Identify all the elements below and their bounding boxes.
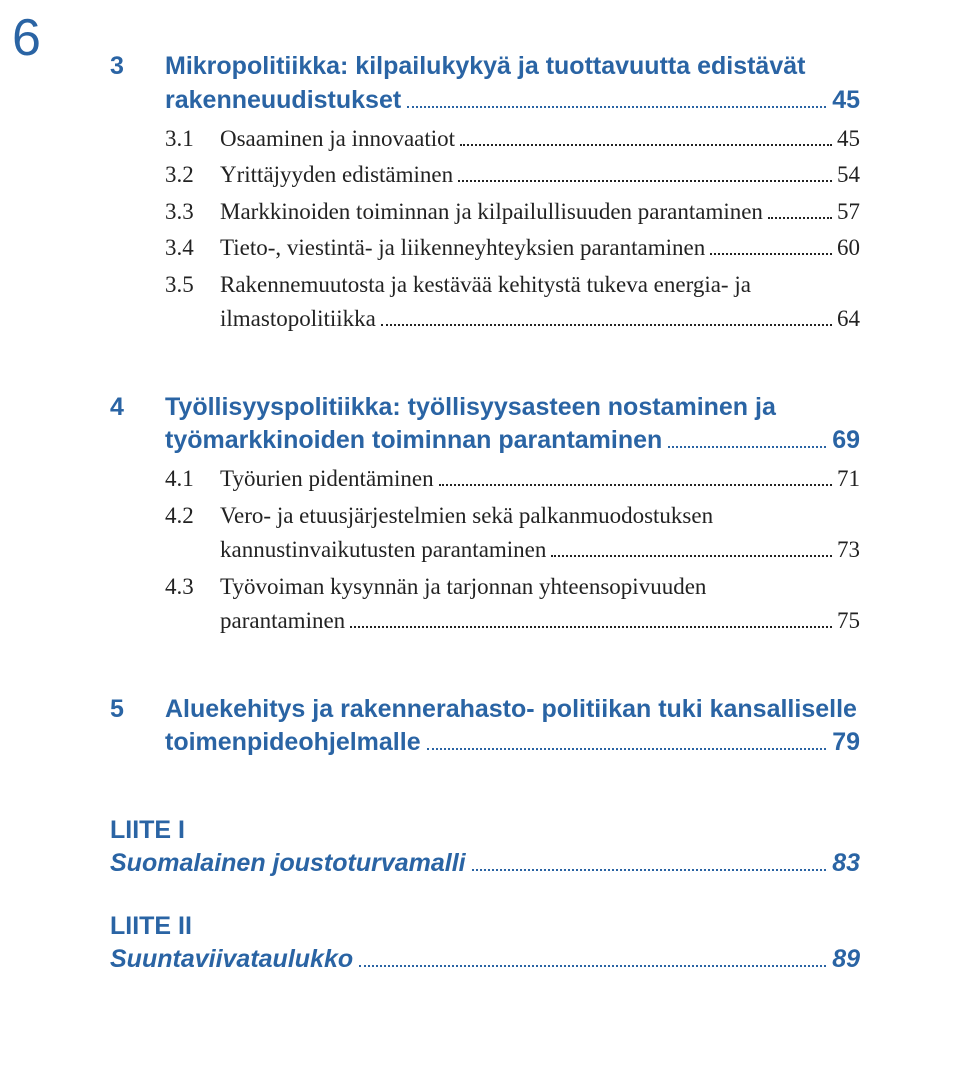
toc-content: 3Mikropolitiikka: kilpailukykyä ja tuott… [0,0,960,974]
section-title-text: Aluekehitys ja rakennerahasto- politiika… [165,693,857,727]
subsection-page: 71 [837,462,860,497]
subsection-entry: 3.4Tieto-, viestintä- ja liikenneyhteyks… [165,231,860,266]
subsection-title-text: Työvoiman kysynnän ja tarjonnan yhteenso… [220,570,706,605]
leader-dots [458,180,832,182]
appendix-title-row: Suomalainen joustoturvamalli 83 [110,849,860,878]
leader-dots [472,869,827,871]
section-number: 5 [110,693,165,727]
section-page: 69 [832,424,860,458]
subsection-number: 4.1 [165,462,220,497]
subsection-title-text: Tieto-, viestintä- ja liikenneyhteyksien… [220,231,705,266]
subsection-entry: 3.5Rakennemuutosta ja kestävää kehitystä… [165,268,860,337]
section-title-text: Mikropolitiikka: kilpailukykyä ja tuotta… [165,50,805,84]
subsection-number: 3.4 [165,231,220,266]
subsection-title-text: Osaaminen ja innovaatiot [220,122,455,157]
section-number: 4 [110,391,165,425]
subsection-number: 4.2 [165,499,220,534]
section-heading: 4Työllisyyspolitiikka: työllisyysasteen … [110,391,860,459]
leader-dots [710,253,832,255]
subsection-entry: 4.2Vero- ja etuusjärjestelmien sekä palk… [165,499,860,568]
subsection-page: 60 [837,231,860,266]
subsection-entry: 3.1Osaaminen ja innovaatiot 45 [165,122,860,157]
subsection-number: 3.1 [165,122,220,157]
subsection-title-text: Markkinoiden toiminnan ja kilpailullisuu… [220,195,763,230]
leader-dots [460,144,832,146]
section-page: 79 [832,726,860,760]
appendix-title-text: Suomalainen joustoturvamalli [110,849,466,878]
subsection-page: 45 [837,122,860,157]
subsection-number: 3.5 [165,268,220,303]
subsection-page: 57 [837,195,860,230]
subsection-title-text: parantaminen [220,604,345,639]
subsection-entry: 3.3Markkinoiden toiminnan ja kilpailulli… [165,195,860,230]
appendix-title-row: Suuntaviivataulukko 89 [110,945,860,974]
leader-dots [439,484,832,486]
appendix-title-text: Suuntaviivataulukko [110,945,353,974]
subsection-entry: 4.1Työurien pidentäminen 71 [165,462,860,497]
section-title-text: työmarkkinoiden toiminnan parantaminen [165,424,662,458]
appendix-page: 89 [832,945,860,974]
subsection-number: 4.3 [165,570,220,605]
subsection-title-text: Rakennemuutosta ja kestävää kehitystä tu… [220,268,751,303]
leader-dots [350,626,832,628]
section-title-text: rakenneuudistukset [165,84,401,118]
subsection-page: 54 [837,158,860,193]
subsection-entry: 3.2Yrittäjyyden edistäminen 54 [165,158,860,193]
subsection-page: 73 [837,533,860,568]
section-title-text: Työllisyyspolitiikka: työllisyysasteen n… [165,391,776,425]
subsection-title-text: Vero- ja etuusjärjestelmien sekä palkanm… [220,499,713,534]
leader-dots [427,748,827,750]
leader-dots [668,446,826,448]
subsection-page: 75 [837,604,860,639]
leader-dots [768,217,832,219]
leader-dots [407,106,826,108]
leader-dots [381,324,832,326]
subsection-title-text: Työurien pidentäminen [220,462,434,497]
section-heading: 5Aluekehitys ja rakennerahasto- politiik… [110,693,860,761]
section-heading: 3Mikropolitiikka: kilpailukykyä ja tuott… [110,50,860,118]
subsection-number: 3.2 [165,158,220,193]
subsection-entry: 4.3Työvoiman kysynnän ja tarjonnan yhtee… [165,570,860,639]
subsection-title-text: Yrittäjyyden edistäminen [220,158,453,193]
section-number: 3 [110,50,165,84]
appendix-label: LIITE I [110,816,860,845]
appendix-label: LIITE II [110,912,860,941]
leader-dots [551,555,832,557]
page-number: 6 [12,8,41,68]
appendix-page: 83 [832,849,860,878]
subsection-title-text: ilmastopolitiikka [220,302,376,337]
section-page: 45 [832,84,860,118]
leader-dots [359,965,826,967]
subsection-number: 3.3 [165,195,220,230]
subsection-page: 64 [837,302,860,337]
subsection-title-text: kannustinvaikutusten parantaminen [220,533,546,568]
section-title-text: toimenpideohjelmalle [165,726,421,760]
